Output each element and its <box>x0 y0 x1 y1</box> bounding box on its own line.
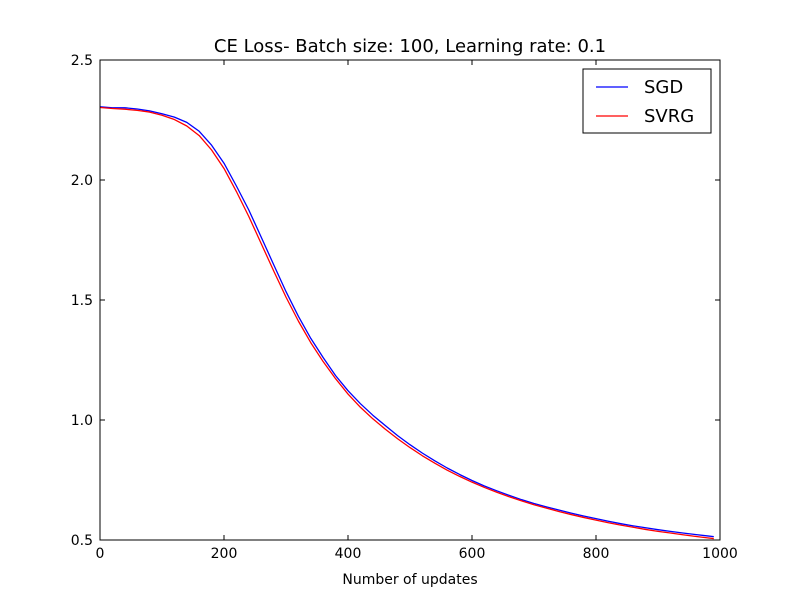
x-tick-label: 800 <box>583 546 610 562</box>
y-tick-label: 0.5 <box>71 533 93 549</box>
x-tick-label: 400 <box>335 546 362 562</box>
series-line-sgd <box>99 106 714 538</box>
x-tick-label: 600 <box>459 546 486 562</box>
legend: SGD SVRG <box>582 68 712 134</box>
chart-title: CE Loss- Batch size: 100, Learning rate:… <box>214 36 606 57</box>
legend-label-sgd: SGD <box>644 77 683 98</box>
ticks-layer: 0 200 400 600 800 1000 0.5 1.0 1.5 2.0 2.5 <box>71 53 738 562</box>
x-axis-label: Number of updates <box>342 572 477 588</box>
x-tick-label: 200 <box>211 546 238 562</box>
plot-frame <box>99 59 721 541</box>
y-tick-label: 2.5 <box>71 53 93 69</box>
x-tick-label: 1000 <box>702 546 738 562</box>
x-tick-label: 0 <box>96 546 105 562</box>
legend-label-svrg: SVRG <box>644 106 694 127</box>
series-layer <box>99 106 714 540</box>
y-tick-label: 2.0 <box>71 173 93 189</box>
y-tick-label: 1.0 <box>71 413 93 429</box>
y-tick-label: 1.5 <box>71 293 93 309</box>
legend-box <box>582 68 712 134</box>
series-line-svrg <box>99 106 714 540</box>
